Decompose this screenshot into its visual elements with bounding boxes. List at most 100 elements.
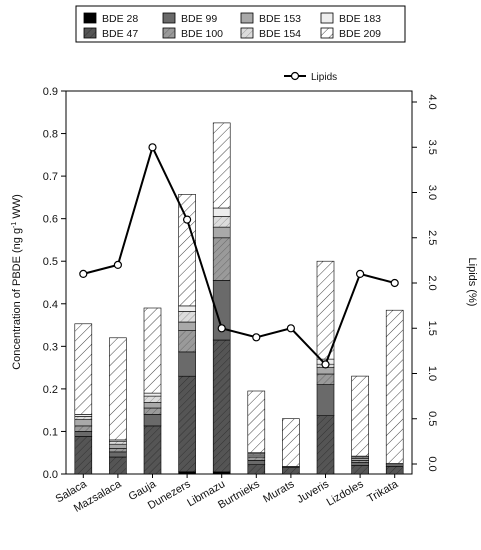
y-tick-label: 0.1: [43, 426, 58, 438]
lipids-point-dunezers: [183, 215, 192, 224]
bar-segment-gauja-bde-153: [143, 402, 162, 409]
bar-segment-gauja-bde-47: [143, 425, 162, 475]
lipids-point-lizdoles: [356, 269, 365, 278]
bar-segment-salaca-bde-154: [74, 416, 93, 420]
bar-segment-lizdoles-bde-99: [351, 462, 369, 466]
lipids-legend-label: Lipids: [311, 72, 337, 83]
bar-segment-libmazu-bde-28: [212, 471, 231, 475]
y2-axis-label: Lipids (%): [466, 258, 478, 307]
lipids-point-burtnieks: [252, 333, 261, 342]
bar-segment-dunezers-bde-28: [178, 471, 196, 475]
lipids-polyline: [83, 144, 395, 367]
bar-segment-mazsalaca-bde-154: [109, 440, 127, 445]
bar-segment-salaca-bde-99: [74, 431, 93, 437]
bar-segment-salaca-bde-153: [74, 419, 93, 427]
y2-tick-label: 2.0: [426, 275, 438, 290]
legend-label-bde-47: BDE 47: [102, 28, 138, 40]
bar-segment-juveris-bde-100: [316, 373, 335, 385]
bar-segment-libmazu-bde-100: [212, 237, 231, 281]
bar-segment-libmazu-bde-154: [212, 216, 231, 228]
y-axis-label: Concentration of PBDE (ng g-1 WW): [11, 194, 23, 370]
bar-segment-libmazu-bde-153: [212, 226, 231, 239]
bar-segment-dunezers-bde-47: [178, 375, 196, 473]
x-tick-label-lizdoles: Lizdoles: [325, 478, 366, 509]
y-tick-label: 0.6: [43, 214, 58, 226]
x-tick-label-murats: Murats: [261, 478, 297, 505]
bar-segment-dunezers-bde-209: [178, 194, 196, 307]
y2-axis: 0.0 0.5 1.0 1.5 2.0 2.5 3.0 3.5 4.0: [412, 94, 438, 472]
legend-label-bde-28: BDE 28: [102, 13, 138, 25]
legend-swatch-bde-99: [162, 12, 176, 24]
bar-segment-gauja-bde-183: [143, 392, 162, 397]
y-axis: 0.0 0.1 0.2 0.3 0.4 0.5 0.6 0.7 0.8 0.9: [43, 86, 66, 481]
legend-label-bde-153: BDE 153: [259, 13, 301, 25]
lipids-legend-marker: [290, 71, 300, 81]
bar-segment-burtnieks-bde-209: [247, 390, 266, 454]
y-tick-label: 0.9: [43, 86, 58, 98]
bar-segment-dunezers-bde-99: [178, 351, 196, 377]
bar-segment-lizdoles-bde-47: [351, 465, 369, 475]
y-tick-label: 0.7: [43, 171, 58, 183]
bar-segment-burtnieks-bde-100: [247, 456, 266, 461]
legend-label-bde-99: BDE 99: [181, 13, 217, 25]
lipids-line: [79, 143, 399, 369]
lipids-point-mazsalaca: [113, 260, 123, 269]
bars: [74, 122, 404, 475]
y2-tick-label: 1.0: [426, 366, 438, 381]
y2-tick-label: 3.5: [426, 140, 438, 155]
bar-segment-gauja-bde-209: [143, 307, 162, 394]
bar-segment-salaca-bde-183: [74, 414, 93, 417]
bar-segment-juveris-bde-209: [316, 260, 335, 360]
y2-tick-label: 1.5: [426, 321, 438, 336]
legend-label-bde-183: BDE 183: [339, 13, 381, 25]
lipids-point-libmazu: [217, 324, 226, 333]
bar-segment-lizdoles-bde-100: [351, 460, 369, 463]
bar-segment-burtnieks-bde-47: [247, 464, 266, 475]
bar-segment-libmazu-bde-47: [212, 339, 231, 473]
legend-label-bde-100: BDE 100: [181, 28, 223, 40]
bar-segment-dunezers-bde-183: [178, 305, 196, 312]
bar-segment-lizdoles-bde-209: [351, 375, 369, 457]
bar-segment-libmazu-bde-183: [212, 207, 231, 217]
lipids-point-salaca: [79, 269, 88, 278]
bar-segment-mazsalaca-bde-99: [109, 451, 127, 458]
legend-label-bde-154: BDE 154: [259, 28, 301, 40]
bar-segment-gauja-bde-99: [143, 414, 162, 427]
legend-swatch-bde-100: [162, 27, 176, 39]
bar-segment-mazsalaca-bde-47: [109, 456, 127, 475]
lipids-point-juveris: [321, 360, 330, 369]
bar-segment-burtnieks-bde-153: [247, 454, 266, 458]
bar-segment-dunezers-bde-100: [178, 330, 196, 353]
y2-tick-label: 0.0: [426, 456, 438, 471]
x-tick-label-trikata: Trikata: [365, 478, 401, 505]
bar-segment-murats-bde-47: [282, 467, 300, 475]
bar-segment-libmazu-bde-209: [212, 122, 231, 209]
legend: BDE 28 BDE 99 BDE 153 BDE 183 BDE 47 BDE 100 B…: [75, 5, 406, 43]
bar-segment-trikata-bde-47: [385, 465, 404, 475]
bar-segment-murats-bde-209: [282, 418, 300, 467]
y2-tick-label: 3.0: [426, 185, 438, 200]
bar-segment-juveris-bde-47: [316, 415, 335, 475]
lipids-legend: Lipids: [284, 71, 337, 83]
legend-swatch-bde-183: [320, 12, 334, 24]
legend-swatch-bde-28: [83, 12, 97, 24]
y2-tick-label: 0.5: [426, 411, 438, 426]
y-tick-label: 0.3: [43, 341, 58, 353]
bar-segment-dunezers-bde-153: [178, 321, 196, 331]
y-tick-label: 0.4: [43, 299, 58, 311]
bar-segment-juveris-bde-153: [316, 367, 335, 375]
y2-tick-label: 2.5: [426, 230, 438, 245]
y-tick-label: 0.8: [43, 129, 58, 141]
legend-swatch-bde-47: [83, 27, 97, 39]
bar-segment-juveris-bde-99: [316, 384, 335, 417]
bar-segment-gauja-bde-100: [143, 407, 162, 415]
bar-segment-mazsalaca-bde-209: [109, 337, 127, 441]
y-tick-label: 0.5: [43, 256, 58, 268]
legend-swatch-bde-209: [320, 27, 334, 39]
bar-segment-salaca-bde-100: [74, 425, 93, 432]
bar-segment-dunezers-bde-154: [178, 311, 196, 323]
lipids-point-murats: [286, 324, 295, 333]
bar-segment-gauja-bde-154: [143, 395, 162, 403]
bar-segment-trikata-bde-209: [385, 309, 404, 464]
